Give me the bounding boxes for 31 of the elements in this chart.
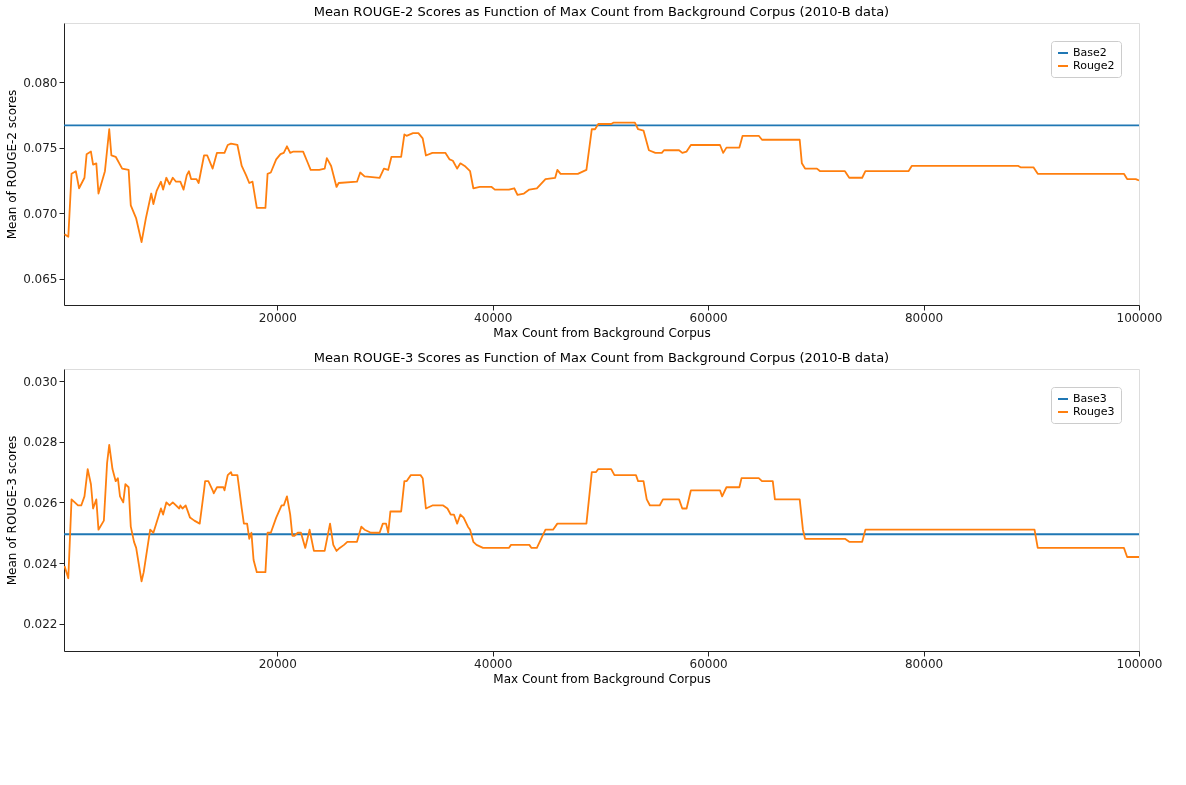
legend-label: Rouge3 [1073,405,1115,418]
legend-label: Base2 [1073,46,1107,59]
y-tick-label: 0.070 [23,206,58,221]
y-axis-title: Mean of ROUGE-3 scores [5,435,20,586]
x-axis-title: Max Count from Background Corpus [493,325,711,340]
y-axis-title: Mean of ROUGE-2 scores [5,89,20,240]
y-tick-label: 0.022 [23,617,58,632]
x-tick-label: 40000 [474,310,513,325]
x-tick-label: 60000 [689,310,728,325]
y-tick-label: 0.075 [23,141,58,156]
y-tick-label: 0.026 [23,495,58,510]
line-series [64,121,1139,243]
legend-label: Rouge2 [1073,59,1115,72]
x-tick-label: 20000 [258,310,297,325]
y-tick-label: 0.065 [23,272,58,287]
x-tick-label: 40000 [474,656,513,671]
x-axis-title: Max Count from Background Corpus [493,671,711,686]
y-tick-label: 0.030 [23,374,58,389]
legend-label: Base3 [1073,392,1107,405]
x-tick-label: 100000 [1116,310,1163,325]
line-series [64,443,1139,583]
y-tick-label: 0.080 [23,75,58,90]
x-tick-label: 80000 [904,656,944,671]
x-tick-label: 20000 [258,656,297,671]
x-tick-label: 100000 [1116,656,1163,671]
y-tick-label: 0.028 [23,435,58,450]
x-tick-label: 80000 [904,310,944,325]
chart-title: Mean ROUGE-3 Scores as Function of Max Count from Background Corpus (2010-B data) [313,350,890,365]
chart-title: Mean ROUGE-2 Scores as Function of Max Count from Background Corpus (2010-B data) [313,4,890,19]
x-tick-label: 60000 [689,656,728,671]
y-tick-label: 0.024 [23,556,58,571]
